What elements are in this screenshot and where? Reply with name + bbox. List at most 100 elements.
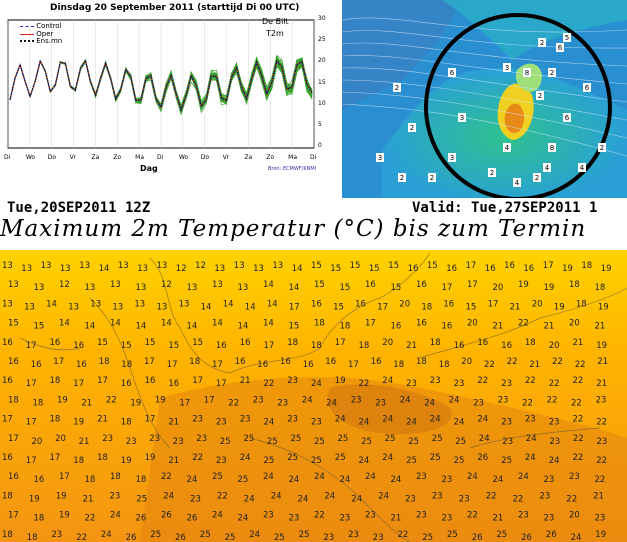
temp-value: 22 — [398, 530, 409, 540]
temp-value: 24 — [359, 418, 370, 428]
temp-value: 21 — [595, 322, 606, 332]
temp-value: 22 — [549, 379, 560, 389]
temp-value: 22 — [513, 494, 524, 504]
temp-value: 23 — [473, 398, 484, 408]
temp-value: 16 — [2, 376, 13, 386]
temp-value: 13 — [238, 283, 249, 293]
x-tick: Di — [310, 154, 317, 161]
temp-value: 21 — [529, 360, 540, 370]
map-title: Maximum 2m Temperatur (°C) bis zum Termi… — [0, 216, 587, 242]
x-tick: Ma — [135, 154, 144, 161]
temp-value: 23 — [289, 514, 300, 524]
temp-value: 19 — [130, 398, 141, 408]
temp-value: 17 — [289, 302, 300, 312]
temp-value: 17 — [335, 338, 346, 348]
temp-value: 21 — [168, 418, 179, 428]
ensemble-chart-svg — [7, 19, 315, 149]
temp-value: 21 — [81, 398, 92, 408]
value-box — [503, 143, 511, 152]
temp-value: 24 — [467, 472, 478, 482]
temp-value: 21 — [493, 514, 504, 524]
temp-value: 14 — [99, 264, 110, 274]
temp-value: 23 — [216, 418, 227, 428]
y-tick: 30 — [318, 15, 326, 22]
value-box — [536, 91, 544, 100]
temp-value: 21 — [544, 322, 555, 332]
temp-value: 22 — [573, 434, 584, 444]
temp-value: 16 — [168, 379, 179, 389]
temp-value: 16 — [50, 338, 61, 348]
value-box — [448, 153, 456, 162]
source-label: Bron: ECMWF/KNMI — [268, 166, 317, 172]
temp-value: 12 — [176, 264, 187, 274]
temp-value: 18 — [525, 338, 536, 348]
temp-value: 13 — [272, 261, 283, 271]
temp-value: 18 — [581, 261, 592, 271]
temp-value: 23 — [502, 437, 513, 447]
temp-value: 15 — [333, 302, 344, 312]
temp-value: 23 — [323, 533, 334, 542]
value-box — [503, 63, 511, 72]
temp-value: 19 — [596, 341, 607, 351]
precip-value: 4 — [515, 179, 520, 187]
temp-value: 18 — [34, 514, 45, 524]
temp-value: 24 — [263, 472, 274, 482]
temp-value: 18 — [576, 299, 587, 309]
temp-value: 22 — [522, 398, 533, 408]
temp-value: 14 — [292, 264, 303, 274]
contour — [342, 103, 627, 157]
temp-value: 13 — [34, 283, 45, 293]
x-tick: Di — [4, 154, 11, 161]
temp-value: 19 — [562, 264, 573, 274]
temp-value: 23 — [432, 491, 443, 501]
temp-value: 14 — [263, 280, 274, 290]
temp-value: 17 — [73, 379, 84, 389]
temp-value: 20 — [55, 434, 66, 444]
temperature-map-svg: 13 13 13 13 13 14 13 13 13 12 12 13 13 13 13 14 15 15 15 15… — [0, 250, 627, 542]
temp-value: 13 — [68, 302, 79, 312]
temp-value: 21 — [593, 491, 604, 501]
value-box — [393, 83, 401, 92]
temp-value: 21 — [573, 338, 584, 348]
temp-value: 13 — [234, 261, 245, 271]
temp-value: 18 — [50, 376, 61, 386]
temp-value: 22 — [573, 453, 584, 463]
temp-value: 16 — [355, 299, 366, 309]
temp-value: 23 — [406, 379, 417, 389]
temp-value: 21 — [406, 341, 417, 351]
precip-value: 8 — [550, 144, 554, 152]
temp-value: 14 — [263, 319, 274, 329]
temp-value: 23 — [375, 398, 386, 408]
temp-value: 23 — [416, 472, 427, 482]
temp-value: 15 — [369, 264, 380, 274]
legend-ensmean: Ens.mn — [20, 37, 62, 45]
temp-value: 24 — [101, 530, 112, 540]
temp-value: 24 — [454, 418, 465, 428]
temp-value: 25 — [150, 530, 161, 540]
ensmean-line — [9, 58, 313, 112]
value-box — [488, 168, 496, 177]
temp-value: 15 — [388, 261, 399, 271]
value-box — [556, 43, 564, 52]
contour — [342, 67, 627, 103]
temp-value: 23 — [287, 376, 298, 386]
temp-value: 25 — [291, 434, 302, 444]
temp-value: 19 — [595, 530, 606, 540]
temp-value: 24 — [326, 398, 337, 408]
temp-value: 16 — [408, 264, 419, 274]
temp-value: 18 — [110, 472, 121, 482]
temp-value: 20 — [549, 341, 560, 351]
northern-area — [442, 0, 627, 60]
temp-value: 23 — [442, 475, 453, 485]
temp-value: 17 — [442, 283, 453, 293]
temp-value: 23 — [192, 415, 203, 425]
temp-value: 25 — [136, 494, 147, 504]
temp-value: 23 — [311, 418, 322, 428]
x-tick: Za — [91, 154, 100, 161]
temp-value: 22 — [484, 360, 495, 370]
temp-value: 13 — [214, 264, 225, 274]
y-tick: 15 — [318, 79, 326, 86]
temp-value: 22 — [192, 453, 203, 463]
temp-value: 16 — [443, 299, 454, 309]
